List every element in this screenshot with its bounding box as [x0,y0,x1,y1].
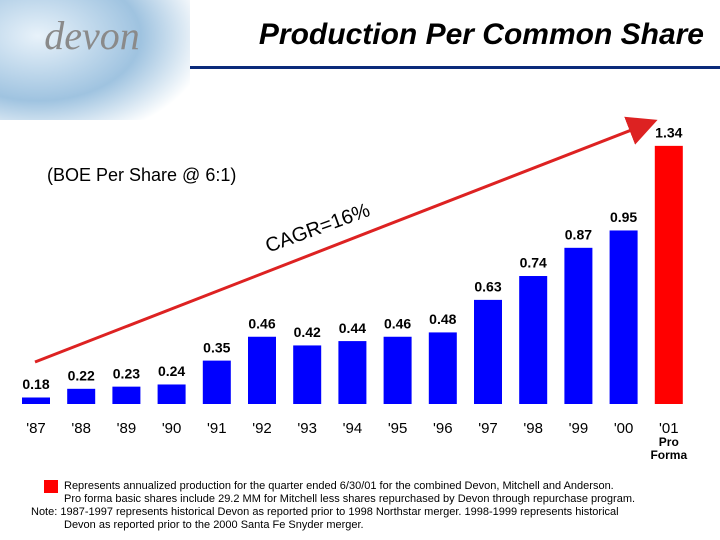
bar [248,336,276,404]
annotation: CAGR=16% [263,199,374,257]
bar [609,230,638,404]
footnote: Devon as reported prior to the 2000 Sant… [64,519,364,531]
value-label: 0.18 [22,376,49,392]
x-tick-label: '91 [207,420,227,437]
value-label: 0.23 [113,365,140,381]
x-tick-label: '95 [388,420,408,437]
bar [519,276,548,404]
value-label: 0.22 [68,368,95,384]
x-tick-label: '92 [252,420,272,437]
value-label: 0.42 [294,324,321,340]
bar [67,388,96,404]
bar [564,247,593,404]
x-tick-label: '89 [117,420,137,437]
trend-arrow [34,116,658,364]
x-tick-label: '87 [26,420,46,437]
value-label: 0.48 [429,311,456,327]
value-label: 0.35 [203,339,230,355]
value-label: 0.44 [339,320,366,336]
bar [293,345,322,404]
value-label: 0.24 [158,363,185,379]
title-rule [190,66,720,69]
x-tick-label: '90 [162,420,182,437]
value-label: 1.34 [655,125,682,141]
legend-text: Represents annualized production for the… [64,480,614,492]
x-tick-label: '88 [71,420,91,437]
value-label: 0.74 [520,255,547,271]
x-tick-label: '98 [523,420,543,437]
subtitle: (BOE Per Share @ 6:1) [47,165,236,185]
value-label: 0.46 [384,315,411,331]
bar [112,386,141,404]
category-note: Forma [650,448,687,462]
x-tick-label: '93 [297,420,317,437]
x-tick-label: '00 [614,420,634,437]
footnote: Note: 1987-1997 represents historical De… [31,506,619,518]
bar [338,341,367,404]
bar [428,332,457,404]
legend-swatch [44,480,58,493]
x-tick-label: '96 [433,420,453,437]
bar [474,299,502,404]
x-tick-label: '97 [478,420,498,437]
logo-backdrop [0,0,190,120]
bar [202,360,231,404]
value-label: 0.63 [474,279,501,295]
value-label: 0.95 [610,209,637,225]
bar [22,397,50,404]
x-tick-label: '99 [569,420,589,437]
bar [383,336,412,404]
logo: devon [44,13,140,58]
value-label: 0.46 [248,315,275,331]
value-label: 0.87 [565,227,592,243]
chart-title: Production Per Common Share [259,18,704,51]
category-note: Pro [659,435,679,449]
x-tick-label: '01 [659,420,679,437]
legend-text: Pro forma basic shares include 29.2 MM f… [64,493,635,505]
bar [157,384,186,404]
x-tick-label: '94 [343,420,363,437]
bar [654,145,683,404]
